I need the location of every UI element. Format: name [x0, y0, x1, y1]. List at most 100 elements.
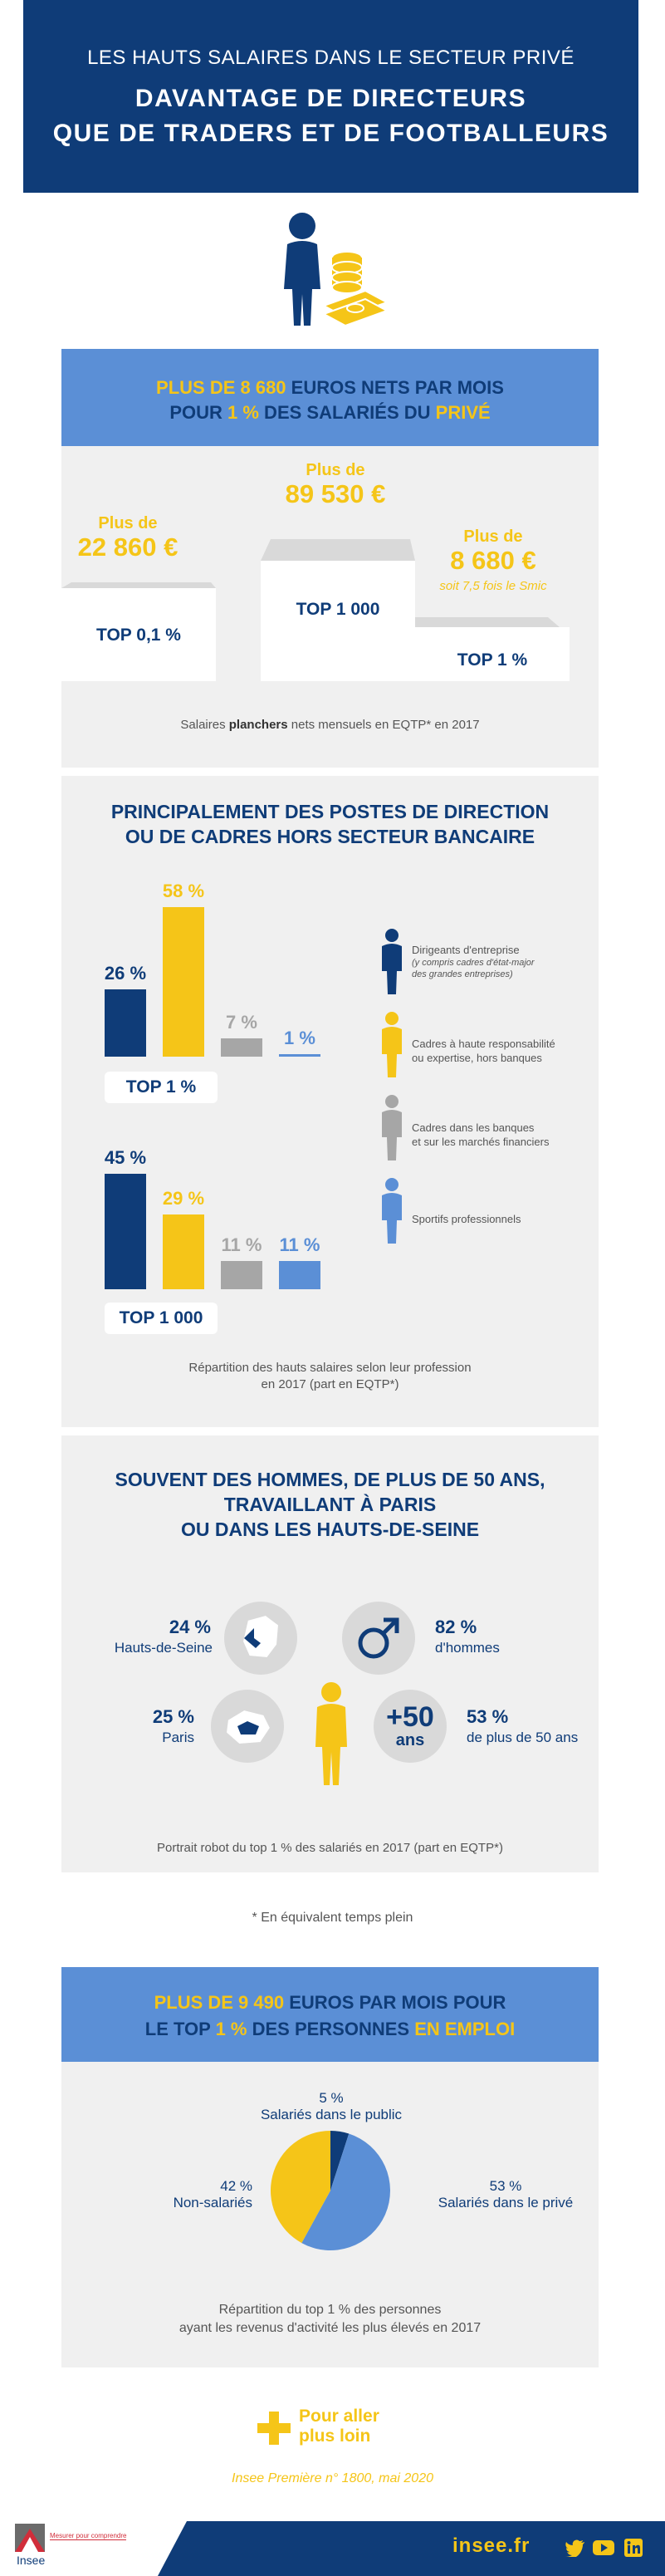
bar-value-label: 58 %	[162, 881, 205, 902]
section2-title-line2: OU DE CADRES HORS SECTEUR BANCAIRE	[125, 826, 535, 847]
person-navy-icon	[382, 929, 402, 994]
caption-part: Salaires	[180, 718, 229, 732]
person-grey-icon	[382, 1095, 402, 1160]
legend-dirigeants: Dirigeants d'entreprise (y compris cadre…	[412, 943, 594, 980]
stat-age-value: 53 %	[467, 1706, 509, 1727]
section4-caption-line1: Répartition du top 1 % des personnes	[218, 2303, 442, 2317]
bar-2	[221, 1260, 262, 1289]
stat-age-label: de plus de 50 ans	[467, 1730, 579, 1745]
bar-2	[221, 1038, 262, 1057]
insee-site-link[interactable]: insee.fr	[452, 2534, 531, 2557]
footnote: * En équivalent temps plein	[252, 1911, 413, 1925]
section2-title-line1: PRINCIPALEMENT DES POSTES DE DIRECTION	[110, 801, 550, 822]
person-money-icon	[284, 213, 389, 327]
footer-tagline: Mesurer pour comprendre	[50, 2532, 127, 2540]
caption-part: nets mensuels en EQTP* en 2017	[287, 718, 480, 732]
pie-label-text: Salariés dans le privé	[438, 2195, 574, 2210]
pie-slice-prive	[301, 2133, 390, 2250]
stat-men-label: d'hommes	[435, 1640, 500, 1656]
more-info-link[interactable]: Pour aller plus loin	[256, 2405, 413, 2455]
more-line2: plus loin	[299, 2426, 371, 2446]
legend-label: Cadres à haute responsabilité	[412, 1038, 555, 1050]
header-banner: LES HAUTS SALAIRES DANS LE SECTEUR PRIVÉ…	[23, 0, 638, 193]
pie-label-text: Salariés dans le public	[260, 2107, 403, 2122]
person-gold-icon	[315, 1682, 347, 1785]
smic-note: soit 7,5 fois le Smic	[439, 579, 547, 593]
band-text: DES PERSONNES	[247, 2019, 415, 2039]
paris-map-icon	[211, 1690, 284, 1763]
band-highlight: PLUS DE 9 490	[154, 1992, 285, 2013]
stat-paris-value: 25 %	[152, 1706, 194, 1727]
footer-bar	[158, 2521, 665, 2576]
twitter-icon[interactable]	[565, 2539, 586, 2557]
pie-label-prive: 53 % Salariés dans le privé	[410, 2178, 601, 2211]
section1-panel: Plus de 89 530 € Plus de 22 860 € Plus d…	[61, 446, 599, 768]
amount-prefix: Plus de	[98, 514, 158, 532]
band-highlight: EN EMPLOI	[414, 2019, 516, 2039]
band-text: EUROS PAR MOIS POUR	[284, 1992, 506, 2013]
podium-label-top1: TOP 1 %	[457, 650, 528, 670]
header-title-line2: QUE DE TRADERS ET DE FOOTBALLEURS	[52, 120, 609, 147]
section2-panel: PRINCIPALEMENT DES POSTES DE DIRECTION O…	[61, 776, 599, 1427]
section3-title-line2: TRAVAILLANT À PARIS	[223, 1494, 437, 1515]
pie-slice-non-salaries	[270, 2131, 330, 2244]
stat-paris-label: Paris	[162, 1730, 194, 1745]
age-badge-number: +50	[386, 1701, 434, 1733]
bar-value-label: 45 %	[104, 1146, 147, 1168]
pie-label-public: 5 % Salariés dans le public	[211, 2090, 452, 2123]
legend-label: Sportifs professionnels	[412, 1213, 521, 1225]
caption-bold: planchers	[228, 718, 288, 732]
pie-label-non: 42 % Non-salariés	[86, 2178, 252, 2211]
header-supertitle: LES HAUTS SALAIRES DANS LE SECTEUR PRIVÉ	[87, 47, 575, 69]
plus-icon	[257, 2412, 291, 2445]
section1-caption: Salaires planchers nets mensuels en EQTP…	[61, 718, 599, 732]
section3-title-line1: SOUVENT DES HOMMES, DE PLUS DE 50 ANS,	[115, 1469, 545, 1490]
hauts-de-seine-map-icon	[224, 1602, 297, 1675]
legend-label: ou expertise, hors banques	[412, 1052, 542, 1064]
section3-title-line3: OU DANS LES HAUTS-DE-SEINE	[180, 1519, 480, 1540]
section1-band: PLUS DE 8 680 EUROS NETS PAR MOIS POUR 1…	[61, 349, 599, 446]
pie-label-pct: 5 %	[319, 2090, 344, 2106]
band-highlight: PRIVÉ	[435, 402, 491, 423]
section2-caption-line2: en 2017 (part en EQTP*)	[261, 1377, 399, 1391]
band-highlight: PLUS DE 8 680	[156, 377, 286, 398]
footer-logo-text: Insee	[17, 2554, 46, 2567]
youtube-icon[interactable]	[593, 2539, 614, 2557]
amount-top1000: 89 530 €	[285, 479, 386, 508]
band-text: DES SALARIÉS DU	[258, 402, 436, 423]
bar-value-label: 26 %	[104, 963, 147, 984]
band-text: EUROS NETS PAR MOIS	[286, 377, 504, 398]
publication-reference[interactable]: Insee Première n° 1800, mai 2020	[232, 2471, 433, 2485]
header-title-line1: DAVANTAGE DE DIRECTEURS	[134, 85, 527, 112]
pie-label-pct: 42 %	[220, 2178, 252, 2194]
bar-3	[279, 1260, 320, 1289]
more-info-label: Pour aller plus loin	[299, 2407, 379, 2446]
pie-label-text: Non-salariés	[173, 2195, 252, 2210]
bar-1	[163, 907, 204, 1057]
bar-value-label: 7 %	[226, 1012, 257, 1033]
section3-panel: SOUVENT DES HOMMES, DE PLUS DE 50 ANS, T…	[61, 1435, 599, 1872]
legend-label: Cadres dans les banques	[412, 1121, 535, 1134]
legend-sublabel: des grandes entreprises)	[412, 969, 513, 979]
band-text: POUR	[169, 402, 228, 423]
amount-top01: 22 860 €	[77, 532, 178, 562]
linkedin-icon[interactable]	[624, 2539, 643, 2557]
pie-label-pct: 53 %	[489, 2178, 522, 2194]
age-badge-unit: ans	[395, 1731, 425, 1749]
podium-graphic	[61, 539, 570, 681]
bar-value-label: 11 %	[279, 1234, 320, 1255]
podium-label-top1000: TOP 1 000	[296, 600, 380, 619]
legend-label: et sur les marchés financiers	[412, 1136, 550, 1148]
pie-chart	[270, 2131, 390, 2250]
chart-label-top1: TOP 1 %	[105, 1072, 218, 1103]
bar-value-label: 29 %	[162, 1188, 205, 1209]
bar-value-label: 1 %	[284, 1027, 315, 1048]
age-badge: +50 ans	[374, 1690, 447, 1763]
legend-sportifs: Sportifs professionnels	[412, 1212, 594, 1226]
legend-label: Dirigeants d'entreprise	[412, 944, 520, 956]
amount-top1: 8 680 €	[450, 546, 536, 575]
legend-banques: Cadres dans les banques et sur les march…	[412, 1121, 594, 1149]
section4-caption-line2: ayant les revenus d'activité les plus él…	[178, 2321, 482, 2335]
section4-panel: 5 % Salariés dans le public 53 % Salarié…	[61, 2062, 599, 2367]
bar-value-label: 11 %	[221, 1234, 262, 1255]
